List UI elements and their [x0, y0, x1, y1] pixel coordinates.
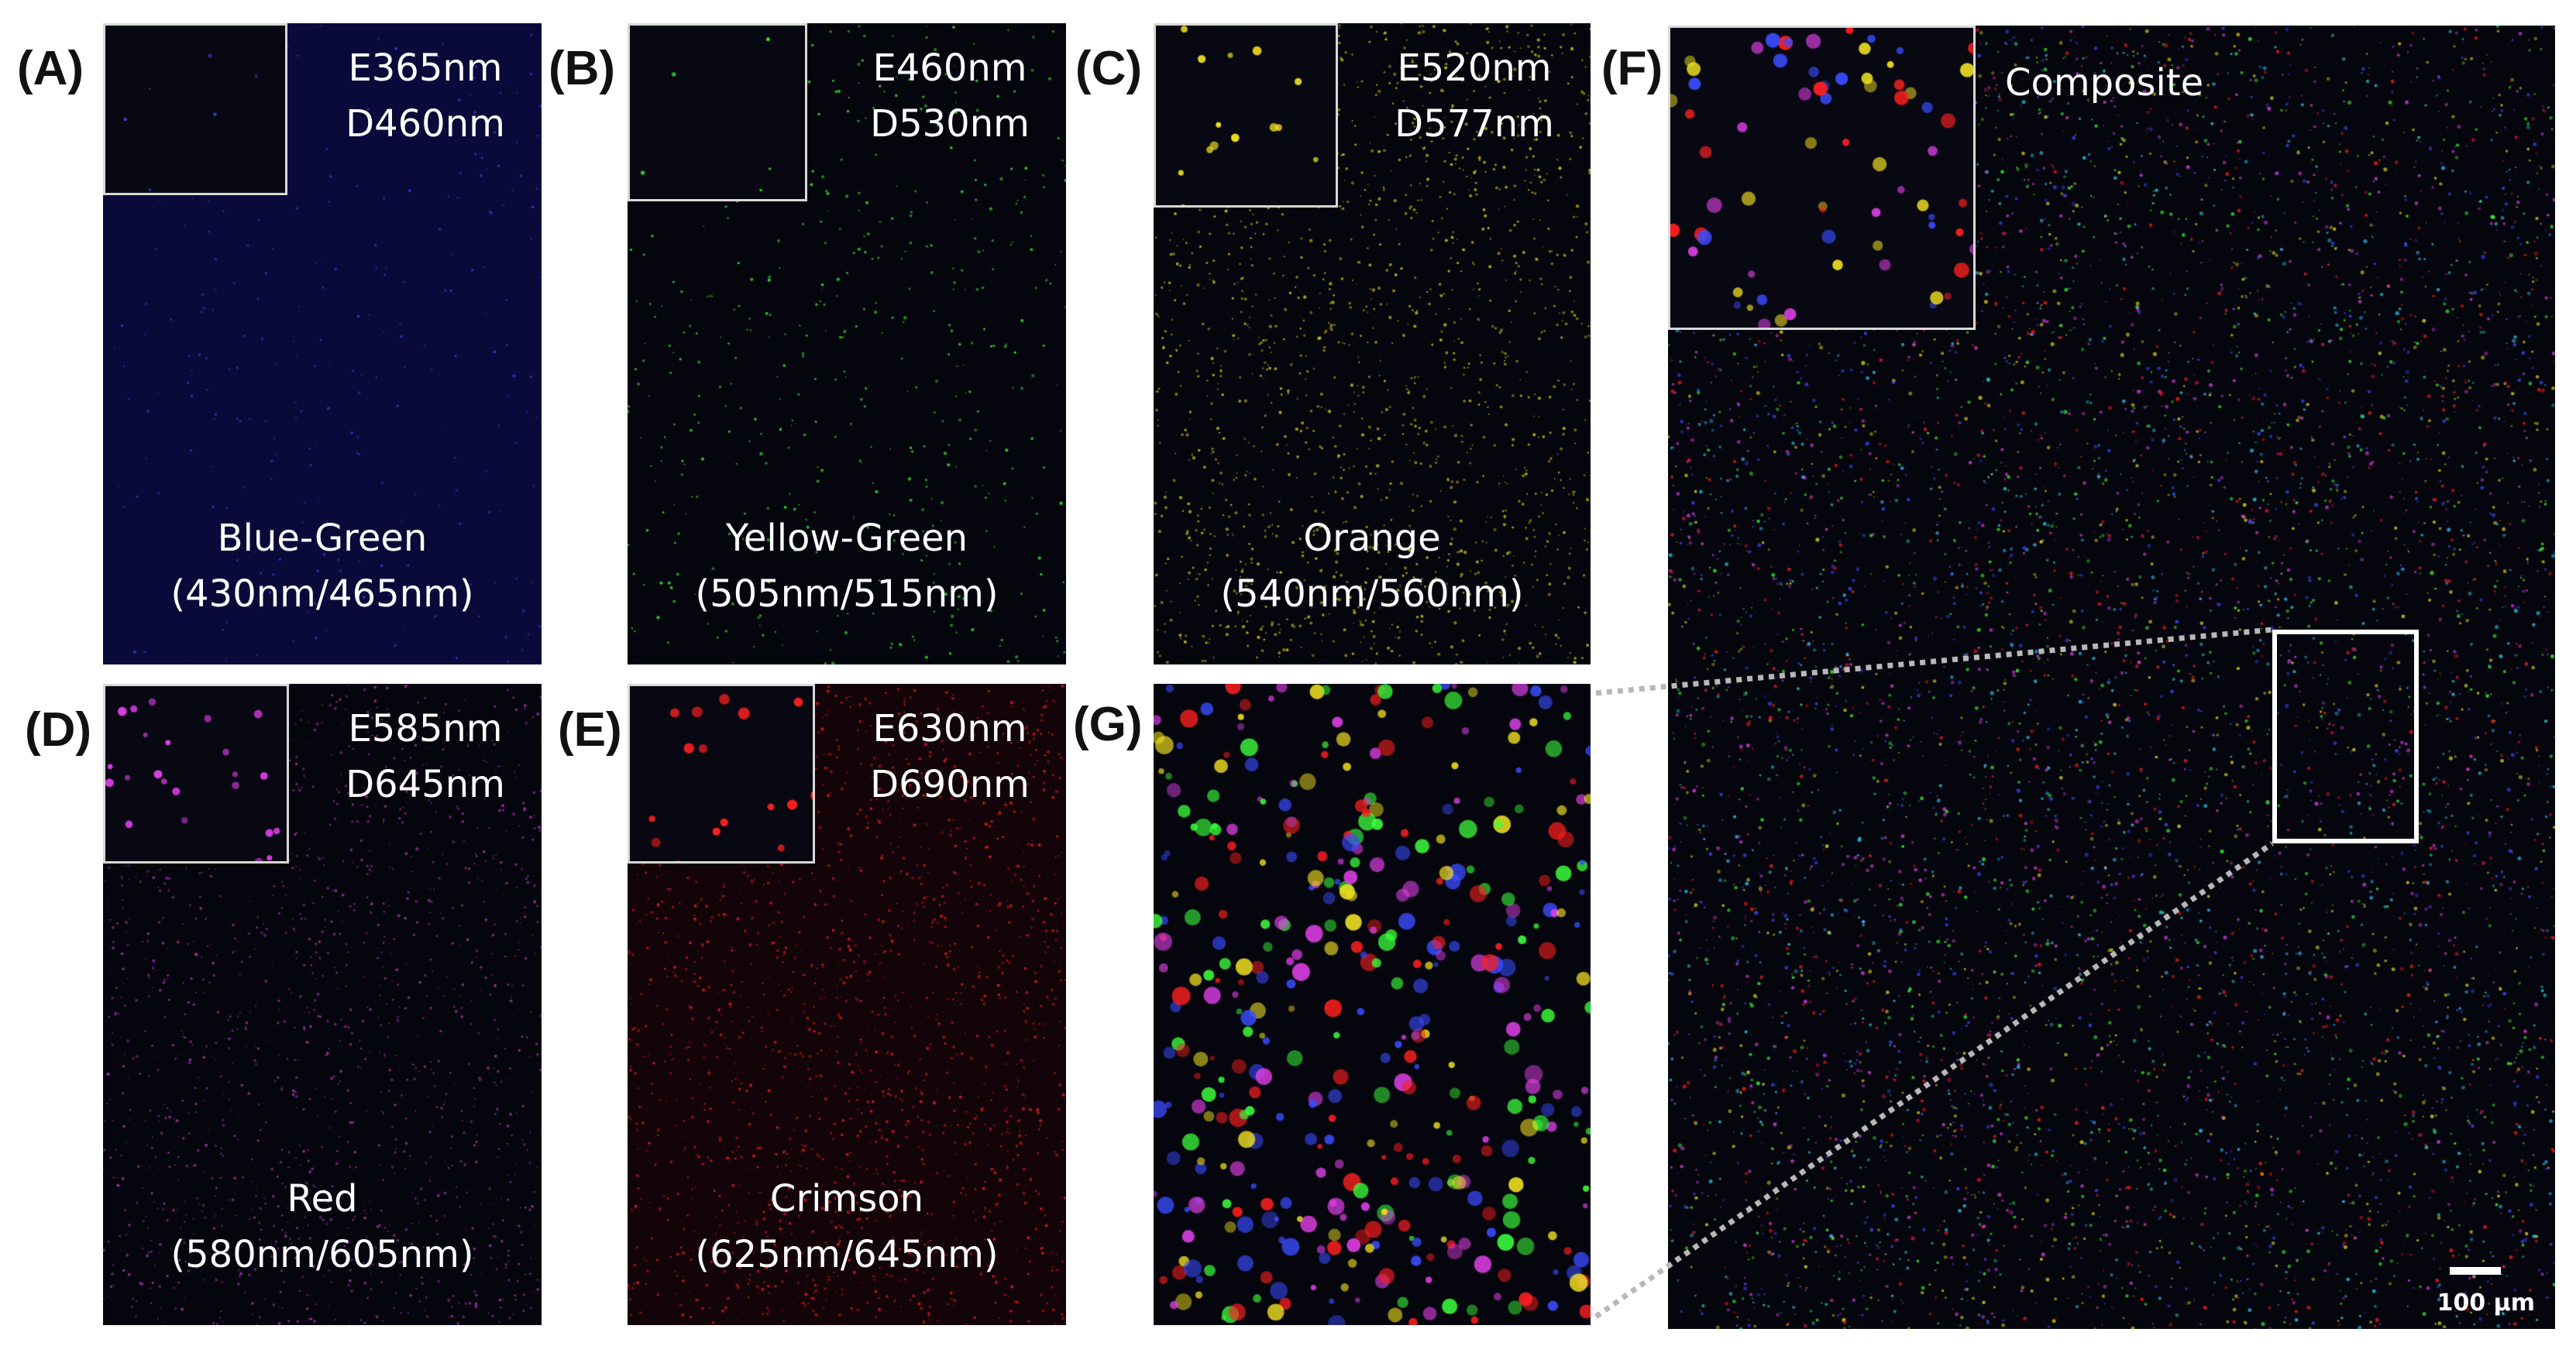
panel-b-detection: D530nm — [870, 102, 1030, 146]
panel-c-detection: D577nm — [1395, 102, 1554, 146]
panel-b-dye-name: Yellow-Green — [725, 517, 968, 560]
panel-a-excitation: E365nm — [348, 46, 503, 90]
panel-f-title: Composite — [2005, 61, 2204, 105]
panel-c-orange: E520nm D577nm Orange (540nm/560nm) — [1154, 23, 1591, 664]
panel-d-dye-range: (580nm/605nm) — [170, 1233, 474, 1276]
panel-b-excitation: E460nm — [872, 46, 1027, 90]
panel-d-dye-text: Red (580nm/605nm) — [103, 1171, 542, 1282]
scale-bar-label: 100 µm — [2437, 1289, 2535, 1317]
panel-c-dye-range: (540nm/560nm) — [1220, 572, 1524, 616]
panel-e-dye-text: Crimson (625nm/645nm) — [628, 1171, 1066, 1282]
panel-g-image — [1154, 684, 1591, 1325]
panel-e-inset — [628, 684, 815, 864]
panel-a-dye-name: Blue-Green — [217, 517, 428, 560]
panel-e-filter-text: E630nm D690nm — [834, 701, 1066, 812]
panel-c-dye-name: Orange — [1303, 517, 1441, 560]
panel-f-zoom-box — [2272, 630, 2419, 843]
panel-e-crimson: E630nm D690nm Crimson (625nm/645nm) — [628, 684, 1066, 1325]
panel-f-inset — [1668, 26, 1976, 330]
panel-a-filter-text: E365nm D460nm — [309, 40, 542, 152]
panel-d-inset — [103, 684, 289, 864]
panel-b-filter-text: E460nm D530nm — [834, 40, 1066, 152]
panel-d-filter-text: E585nm D645nm — [309, 701, 542, 812]
panel-label-a: (A) — [17, 42, 84, 95]
panel-e-excitation: E630nm — [872, 707, 1027, 750]
panel-e-dye-range: (625nm/645nm) — [695, 1233, 999, 1276]
panel-label-g: (G) — [1073, 698, 1143, 751]
panel-d-excitation: E585nm — [348, 707, 503, 750]
panel-label-f: (F) — [1601, 42, 1663, 95]
panel-g-zoom — [1154, 684, 1591, 1325]
panel-d-detection: D645nm — [346, 763, 505, 806]
panel-c-dye-text: Orange (540nm/560nm) — [1154, 510, 1591, 622]
panel-a-blue-green: E365nm D460nm Blue-Green (430nm/465nm) — [103, 23, 542, 664]
panel-label-c: (C) — [1075, 42, 1143, 95]
panel-f-composite: Composite 100 µm — [1668, 26, 2555, 1329]
panel-label-e: (E) — [558, 703, 622, 757]
panel-a-detection: D460nm — [346, 102, 505, 146]
panel-e-detection: D690nm — [870, 763, 1030, 806]
panel-c-inset — [1154, 23, 1338, 208]
panel-d-dye-name: Red — [287, 1177, 358, 1221]
panel-label-b: (B) — [549, 42, 616, 95]
panel-label-d: (D) — [25, 703, 92, 757]
panel-c-excitation: E520nm — [1397, 46, 1552, 90]
panel-a-dye-range: (430nm/465nm) — [170, 572, 474, 616]
panel-a-dye-text: Blue-Green (430nm/465nm) — [103, 510, 542, 622]
panel-a-inset — [103, 23, 287, 195]
panel-b-dye-text: Yellow-Green (505nm/515nm) — [628, 510, 1066, 622]
panel-b-dye-range: (505nm/515nm) — [695, 572, 999, 616]
panel-d-red: E585nm D645nm Red (580nm/605nm) — [103, 684, 542, 1325]
scale-bar — [2450, 1267, 2501, 1275]
panel-b-inset — [628, 23, 807, 201]
panel-b-yellow-green: E460nm D530nm Yellow-Green (505nm/515nm) — [628, 23, 1066, 664]
panel-e-dye-name: Crimson — [769, 1177, 924, 1221]
panel-c-filter-text: E520nm D577nm — [1358, 40, 1591, 152]
